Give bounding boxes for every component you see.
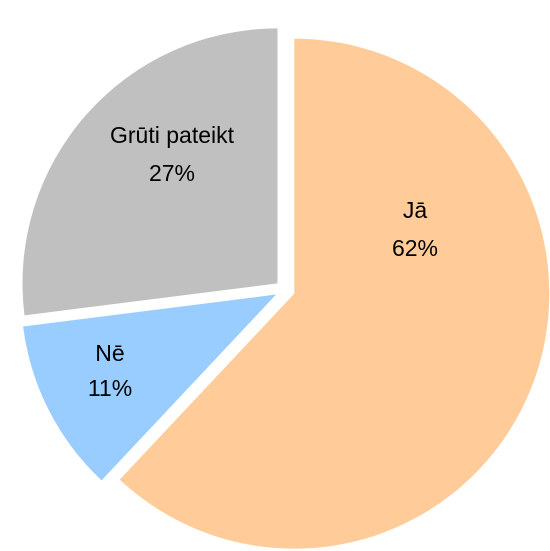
slice-value-label: 27% [149,160,195,186]
pie-slice [119,38,550,549]
slice-value-label: 11% [88,375,132,401]
pie-slice [23,294,277,481]
slice-category: Jā [403,197,428,223]
slice-category: Nē [95,340,124,366]
slice-category: Grūti pateikt [110,122,235,148]
slice-value-label: 62% [392,235,438,261]
pie-slice [22,28,278,316]
